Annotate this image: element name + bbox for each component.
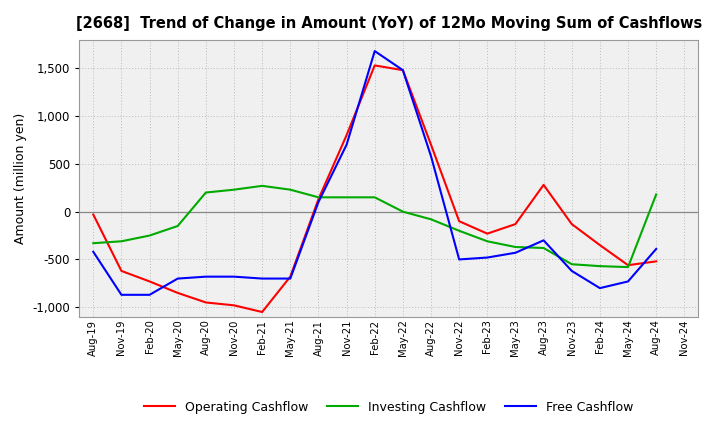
Investing Cashflow xyxy=(399,209,408,214)
Title: [2668]  Trend of Change in Amount (YoY) of 12Mo Moving Sum of Cashflows: [2668] Trend of Change in Amount (YoY) o… xyxy=(76,16,702,32)
Investing Cashflow xyxy=(511,244,520,249)
Legend: Operating Cashflow, Investing Cashflow, Free Cashflow: Operating Cashflow, Investing Cashflow, … xyxy=(144,401,634,414)
Investing Cashflow xyxy=(567,262,576,267)
Operating Cashflow xyxy=(539,182,548,187)
Free Cashflow xyxy=(455,257,464,262)
Operating Cashflow xyxy=(511,221,520,227)
Investing Cashflow xyxy=(314,194,323,200)
Free Cashflow xyxy=(286,276,294,281)
Line: Free Cashflow: Free Cashflow xyxy=(94,51,656,295)
Free Cashflow xyxy=(539,238,548,243)
Operating Cashflow xyxy=(174,290,182,296)
Operating Cashflow xyxy=(286,274,294,279)
Operating Cashflow xyxy=(455,219,464,224)
Investing Cashflow xyxy=(624,264,632,270)
Operating Cashflow xyxy=(202,300,210,305)
Free Cashflow xyxy=(652,246,660,252)
Investing Cashflow xyxy=(286,187,294,192)
Operating Cashflow xyxy=(117,268,126,274)
Investing Cashflow xyxy=(370,194,379,200)
Operating Cashflow xyxy=(230,303,238,308)
Operating Cashflow xyxy=(89,212,98,217)
Line: Operating Cashflow: Operating Cashflow xyxy=(94,66,656,312)
Free Cashflow xyxy=(342,142,351,147)
Investing Cashflow xyxy=(89,241,98,246)
Y-axis label: Amount (million yen): Amount (million yen) xyxy=(14,113,27,244)
Investing Cashflow xyxy=(174,224,182,229)
Free Cashflow xyxy=(89,249,98,254)
Operating Cashflow xyxy=(624,263,632,268)
Investing Cashflow xyxy=(427,216,436,222)
Operating Cashflow xyxy=(342,132,351,138)
Free Cashflow xyxy=(483,255,492,260)
Free Cashflow xyxy=(427,154,436,159)
Operating Cashflow xyxy=(258,309,266,315)
Free Cashflow xyxy=(314,199,323,205)
Operating Cashflow xyxy=(595,242,604,248)
Free Cashflow xyxy=(624,279,632,284)
Line: Investing Cashflow: Investing Cashflow xyxy=(94,186,656,267)
Investing Cashflow xyxy=(117,238,126,244)
Operating Cashflow xyxy=(370,63,379,68)
Investing Cashflow xyxy=(258,183,266,188)
Free Cashflow xyxy=(567,268,576,274)
Operating Cashflow xyxy=(145,279,154,284)
Operating Cashflow xyxy=(567,221,576,227)
Investing Cashflow xyxy=(342,194,351,200)
Investing Cashflow xyxy=(595,264,604,269)
Free Cashflow xyxy=(399,68,408,73)
Free Cashflow xyxy=(258,276,266,281)
Investing Cashflow xyxy=(652,192,660,197)
Free Cashflow xyxy=(202,274,210,279)
Operating Cashflow xyxy=(399,68,408,73)
Investing Cashflow xyxy=(455,228,464,233)
Investing Cashflow xyxy=(202,190,210,195)
Free Cashflow xyxy=(174,276,182,281)
Investing Cashflow xyxy=(230,187,238,192)
Free Cashflow xyxy=(511,250,520,255)
Free Cashflow xyxy=(595,286,604,291)
Operating Cashflow xyxy=(652,259,660,264)
Investing Cashflow xyxy=(145,233,154,238)
Free Cashflow xyxy=(230,274,238,279)
Free Cashflow xyxy=(117,292,126,297)
Free Cashflow xyxy=(370,48,379,54)
Investing Cashflow xyxy=(483,238,492,244)
Operating Cashflow xyxy=(427,142,436,147)
Operating Cashflow xyxy=(483,231,492,236)
Operating Cashflow xyxy=(314,197,323,202)
Investing Cashflow xyxy=(539,246,548,251)
Free Cashflow xyxy=(145,292,154,297)
